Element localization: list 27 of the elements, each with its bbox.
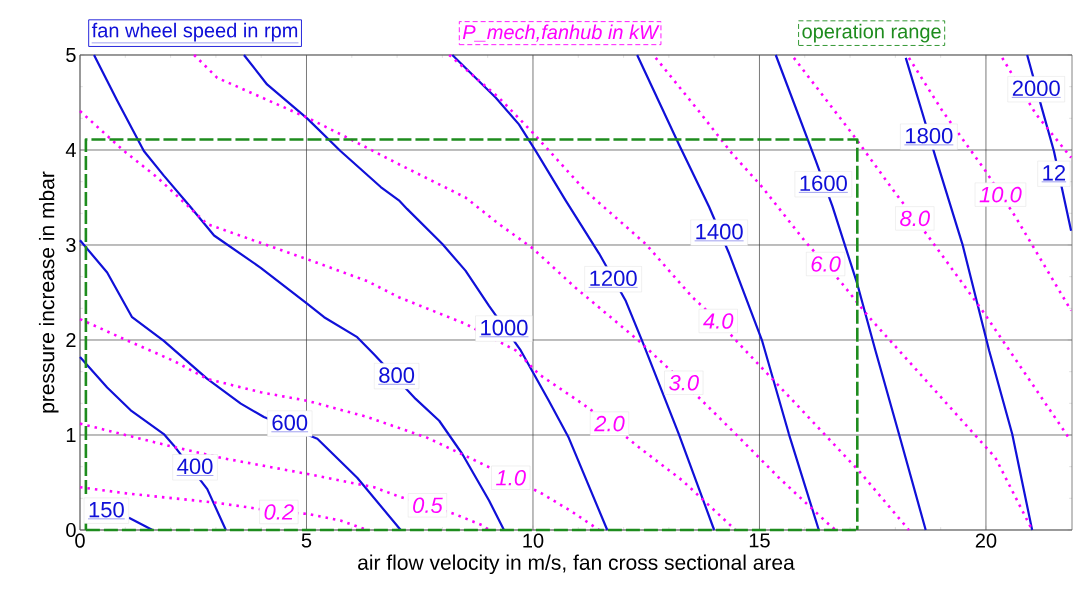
y-tick-label: 5 bbox=[66, 48, 76, 62]
text: P_mech,fanhub in kW bbox=[462, 24, 660, 42]
annotation: 12 bbox=[1043, 165, 1066, 181]
annotation: 600 bbox=[272, 414, 308, 431]
y-tick-label: 1 bbox=[66, 428, 76, 442]
annotation: 1400 bbox=[696, 223, 743, 240]
annotation: 1000 bbox=[481, 319, 528, 336]
annotation: 1200 bbox=[590, 270, 637, 286]
annotation: 10.0 bbox=[979, 186, 1022, 203]
y-tick-label: 2 bbox=[66, 333, 76, 347]
x-axis-title: air flow velocity in m/s, fan cross sectional area bbox=[358, 554, 795, 575]
annotation: 2000 bbox=[1012, 80, 1060, 96]
x-tick-label: 5 bbox=[301, 533, 312, 548]
x-tick-label: 20 bbox=[975, 533, 997, 548]
y-tick-label: 0 bbox=[66, 522, 76, 538]
annotation: 1800 bbox=[906, 127, 953, 144]
text: fan wheel speed in rpm bbox=[91, 22, 298, 42]
annotation: 1600 bbox=[800, 175, 847, 191]
x-tick-label: 10 bbox=[523, 533, 544, 548]
y-tick-label: 3 bbox=[66, 237, 76, 253]
annotation: 800 bbox=[379, 367, 415, 383]
y-axis-title: pressure increase in mbar bbox=[38, 171, 59, 413]
annotation: 150 bbox=[89, 501, 124, 518]
text: operation range bbox=[802, 23, 941, 43]
x-tick-label: 15 bbox=[749, 533, 770, 548]
y-tick-label: 4 bbox=[65, 143, 76, 157]
annotation: 400 bbox=[177, 458, 213, 475]
